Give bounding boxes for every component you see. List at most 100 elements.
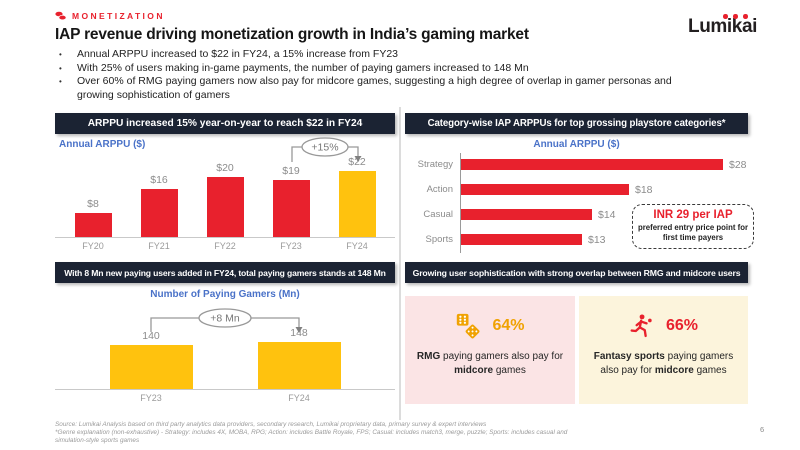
bar-value-label: $14 bbox=[598, 208, 616, 221]
bar-fy20 bbox=[74, 213, 112, 237]
callout-body: preferred entry price point for first ti… bbox=[637, 223, 749, 242]
category-label: Casual bbox=[423, 209, 453, 220]
callout-headline: INR 29 per IAP bbox=[653, 209, 733, 221]
bar-fy23 bbox=[109, 345, 193, 389]
bullet-item: • With 25% of users making in-game paymen… bbox=[55, 62, 710, 76]
arppu-trend-bar-chart: $8 $16 $20 $19 $22 FY20 FY21 FY22 FY23 FY24 bbox=[55, 152, 395, 251]
genre-footnote-line: *Genre explanation (non-exhaustive) - St… bbox=[55, 429, 568, 444]
bullet-marker: • bbox=[59, 50, 62, 59]
bar-fy22 bbox=[206, 177, 244, 237]
page-number: 6 bbox=[760, 425, 765, 434]
rmg-overlap-card: 64% RMG paying gamers also pay for midco… bbox=[405, 296, 575, 404]
category-label: Action bbox=[426, 184, 453, 195]
bullet-item: • Over 60% of RMG paying gamers now also … bbox=[55, 75, 710, 102]
coin-stack-icon bbox=[55, 11, 67, 21]
column-divider bbox=[399, 107, 401, 420]
section-eyebrow: MONETIZATION bbox=[55, 11, 165, 21]
logo-wordmark: Lumikai bbox=[688, 16, 757, 37]
bar-group: $16 bbox=[126, 174, 192, 237]
chart-title-paying-gamers: Number of Paying Gamers (Mn) bbox=[150, 289, 300, 300]
bar-action bbox=[460, 184, 629, 195]
bar-fy23 bbox=[272, 180, 310, 237]
annotation-label: +8 Mn bbox=[210, 313, 240, 325]
runner-icon bbox=[630, 313, 652, 337]
overlap-card-text: Fantasy sports paying gamers also pay fo… bbox=[593, 351, 734, 376]
bar-group: 148 bbox=[225, 327, 373, 389]
panel-header-paying-gamers: With 8 Mn new paying users added in FY24… bbox=[55, 262, 395, 283]
bar-strategy bbox=[460, 159, 723, 170]
x-axis-label: FY24 bbox=[288, 393, 310, 404]
panel-header-overlap: Growing user sophistication with strong … bbox=[405, 262, 748, 283]
x-axis-label: FY23 bbox=[280, 241, 302, 252]
page-title: IAP revenue driving monetization growth … bbox=[55, 26, 529, 43]
annotation-label: +15% bbox=[311, 142, 338, 154]
x-axis-label: FY23 bbox=[140, 393, 162, 404]
dice-icon bbox=[457, 313, 480, 338]
eyebrow-label: MONETIZATION bbox=[72, 11, 165, 21]
bar-value-label: 140 bbox=[142, 330, 160, 342]
bullet-text: Annual ARPPU increased to $22 in FY24, a… bbox=[77, 48, 399, 60]
x-axis-label: FY20 bbox=[82, 241, 104, 252]
panel-header-category-arppu: Category-wise IAP ARPPUs for top grossin… bbox=[405, 113, 748, 134]
panel-header-text: ARPPU increased 15% year-on-year to reac… bbox=[87, 118, 363, 129]
bullet-item: • Annual ARPPU increased to $22 in FY24, … bbox=[55, 48, 710, 62]
growth-annotation-gamers: +8 Mn bbox=[150, 308, 303, 333]
panel-header-text: With 8 Mn new paying users added in FY24… bbox=[64, 267, 386, 278]
bar-group: $8 bbox=[60, 198, 126, 237]
x-axis-line bbox=[55, 389, 395, 391]
x-axis-label: FY24 bbox=[346, 241, 368, 252]
logo-dot-icon bbox=[733, 14, 738, 19]
overlap-percentage: 64% bbox=[492, 317, 525, 334]
bar-value-label: $20 bbox=[216, 162, 234, 174]
x-axis-label: FY22 bbox=[214, 241, 236, 252]
growth-annotation-arppu: +15% bbox=[291, 137, 362, 162]
category-label: Sports bbox=[425, 234, 453, 245]
overlap-card-text: RMG paying gamers also pay for midcore g… bbox=[416, 351, 564, 376]
paying-gamers-bar-chart: 140 148 FY23 FY24 bbox=[55, 303, 395, 403]
bar-value-label: $16 bbox=[150, 174, 168, 186]
bar-sports bbox=[460, 234, 582, 245]
overlap-percentage: 66% bbox=[665, 317, 699, 334]
bullet-marker: • bbox=[59, 77, 62, 86]
bar-row-action: Action $18 bbox=[405, 177, 748, 202]
bar-casual bbox=[460, 209, 592, 220]
bar-group: $22 bbox=[324, 156, 390, 237]
logo-dot-icon bbox=[743, 14, 748, 19]
source-footnote: Source: Lumikai Analysis based on third … bbox=[55, 421, 580, 445]
panel-header-text: Growing user sophistication with strong … bbox=[412, 267, 741, 278]
bar-value-label: $18 bbox=[635, 183, 653, 196]
x-axis-label: FY21 bbox=[148, 241, 170, 252]
bullet-text: Over 60% of RMG paying gamers now also p… bbox=[77, 75, 672, 101]
iap-price-callout: INR 29 per IAP preferred entry price poi… bbox=[632, 204, 754, 249]
bar-value-label: $19 bbox=[282, 165, 300, 177]
bar-fy21 bbox=[140, 189, 178, 237]
bar-fy24 bbox=[338, 171, 376, 237]
bar-group: 140 bbox=[77, 330, 225, 389]
fantasy-sports-overlap-card: 66% Fantasy sports paying gamers also pa… bbox=[579, 296, 748, 404]
bar-group: $20 bbox=[192, 162, 258, 237]
summary-bullets: • Annual ARPPU increased to $22 in FY24, … bbox=[55, 48, 710, 102]
category-label: Strategy bbox=[417, 159, 453, 170]
bullet-text: With 25% of users making in-game payment… bbox=[77, 61, 529, 74]
y-axis-line bbox=[460, 153, 462, 253]
bar-value-label: $28 bbox=[729, 158, 747, 171]
chart-title-category-arppu: Annual ARPPU ($) bbox=[533, 139, 620, 150]
bar-value-label: $22 bbox=[348, 156, 366, 168]
panel-header-text: Category-wise IAP ARPPUs for top grossin… bbox=[427, 118, 726, 129]
panel-header-arppu-trend: ARPPU increased 15% year-on-year to reac… bbox=[55, 113, 395, 134]
bar-value-label: $8 bbox=[87, 198, 99, 210]
bar-row-casual: Casual $14 bbox=[405, 202, 748, 227]
lumikai-logo: Lumikai bbox=[688, 14, 760, 42]
category-arppu-bar-chart: Strategy $28 Action $18 Casual $14 Sports $13 bbox=[405, 152, 748, 253]
bar-group: $19 bbox=[258, 165, 324, 237]
bar-row-sports: Sports $13 bbox=[405, 227, 748, 252]
logo-dot-icon bbox=[723, 14, 728, 19]
x-axis-line bbox=[55, 237, 395, 239]
bullet-marker: • bbox=[59, 63, 62, 73]
bar-value-label: $13 bbox=[588, 233, 606, 246]
source-line: Source: Lumikai Analysis based on third … bbox=[55, 421, 487, 428]
bar-fy24 bbox=[257, 342, 341, 389]
bar-row-strategy: Strategy $28 bbox=[405, 152, 748, 177]
chart-title-arppu-trend: Annual ARPPU ($) bbox=[59, 139, 146, 150]
